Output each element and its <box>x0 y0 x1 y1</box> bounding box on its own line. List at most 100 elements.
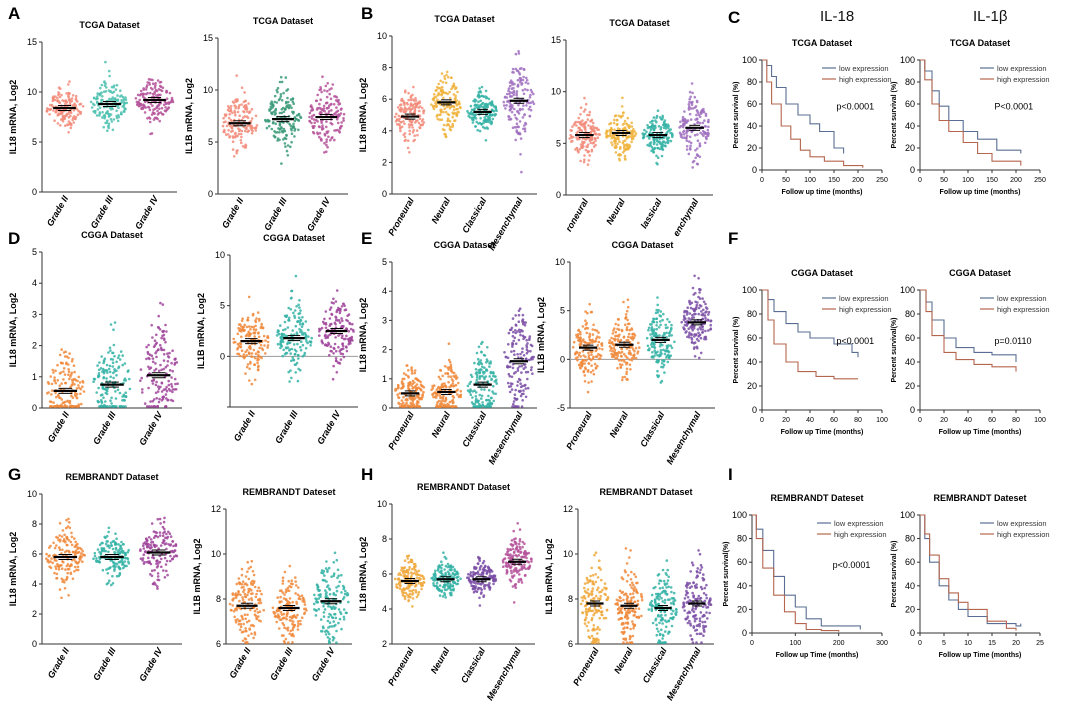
data-point <box>335 106 338 109</box>
data-point <box>320 90 323 94</box>
data-point <box>448 90 451 94</box>
data-point <box>479 405 483 408</box>
data-point <box>134 97 138 100</box>
data-point <box>704 136 708 139</box>
data-point <box>151 82 155 85</box>
data-point <box>643 128 646 132</box>
data-point <box>469 393 473 397</box>
data-point <box>596 128 599 131</box>
data-point <box>402 99 405 103</box>
data-point <box>654 351 658 355</box>
data-point <box>626 322 630 326</box>
data-point <box>158 534 162 537</box>
data-point <box>155 89 159 93</box>
data-point <box>102 387 106 391</box>
data-point <box>243 110 246 114</box>
data-point <box>443 75 446 78</box>
data-point <box>663 371 666 374</box>
data-point <box>109 117 113 121</box>
data-point <box>439 113 442 116</box>
y-tick-label: 4 <box>382 126 387 136</box>
data-point <box>690 103 694 107</box>
data-point <box>98 106 102 110</box>
data-point <box>493 113 497 116</box>
data-point <box>163 516 166 520</box>
data-point <box>620 359 623 362</box>
data-point <box>485 126 489 129</box>
data-point <box>659 354 662 357</box>
y-tick-label: 5 <box>556 138 561 148</box>
data-point <box>609 132 612 135</box>
data-point <box>457 110 460 114</box>
data-point <box>120 405 123 408</box>
data-point <box>346 338 350 341</box>
data-point <box>245 365 249 369</box>
data-point <box>477 371 481 375</box>
data-point <box>324 323 328 326</box>
data-point <box>511 83 514 86</box>
data-point <box>157 93 161 97</box>
data-point <box>621 378 624 382</box>
data-point <box>516 109 519 113</box>
data-point <box>167 383 171 387</box>
data-point <box>158 81 162 84</box>
data-point <box>316 132 320 136</box>
data-point <box>53 571 56 575</box>
data-point <box>278 127 282 131</box>
data-point <box>141 388 144 391</box>
data-point <box>655 334 659 338</box>
y-tick-label: 5 <box>208 137 213 147</box>
data-point <box>627 145 630 149</box>
data-point <box>101 568 105 572</box>
data-point <box>290 347 294 351</box>
data-point <box>520 170 523 174</box>
data-point <box>421 393 425 396</box>
data-point <box>289 352 293 355</box>
data-point <box>285 149 289 153</box>
data-point <box>170 385 174 388</box>
data-point <box>450 400 454 403</box>
data-point <box>76 546 79 549</box>
data-point <box>473 361 476 365</box>
data-point <box>580 361 583 365</box>
data-point <box>703 337 706 341</box>
legend-label-low: low expression <box>839 294 889 303</box>
data-point <box>56 96 59 100</box>
data-point <box>492 372 495 375</box>
data-point <box>112 539 116 543</box>
data-point <box>233 104 236 107</box>
data-point <box>405 401 408 405</box>
data-point <box>144 88 148 91</box>
data-point <box>508 92 511 96</box>
data-point <box>445 385 448 389</box>
data-point <box>584 102 588 106</box>
data-point <box>341 342 344 346</box>
data-point <box>696 162 700 166</box>
data-point <box>114 532 117 535</box>
header-il1b: IL-1β <box>973 8 1008 25</box>
data-point <box>666 360 670 364</box>
data-point <box>238 354 242 358</box>
data-point <box>276 329 280 332</box>
data-point <box>254 114 258 118</box>
data-point <box>263 344 266 347</box>
data-point <box>409 98 413 102</box>
data-point <box>450 76 453 80</box>
data-point <box>481 401 484 404</box>
data-point <box>522 67 526 71</box>
data-point <box>61 99 64 102</box>
data-point <box>617 137 620 141</box>
data-point <box>256 361 259 365</box>
data-point <box>624 315 628 319</box>
data-point <box>422 111 425 115</box>
y-axis-label: IL18 mRNA, Log2 <box>8 80 18 155</box>
data-point <box>73 537 76 540</box>
data-point <box>96 108 100 111</box>
data-point <box>654 126 657 129</box>
data-point <box>482 121 485 125</box>
data-point <box>480 123 483 126</box>
data-point <box>162 103 166 107</box>
data-point <box>436 113 439 117</box>
data-point <box>480 362 484 366</box>
data-point <box>138 98 141 102</box>
